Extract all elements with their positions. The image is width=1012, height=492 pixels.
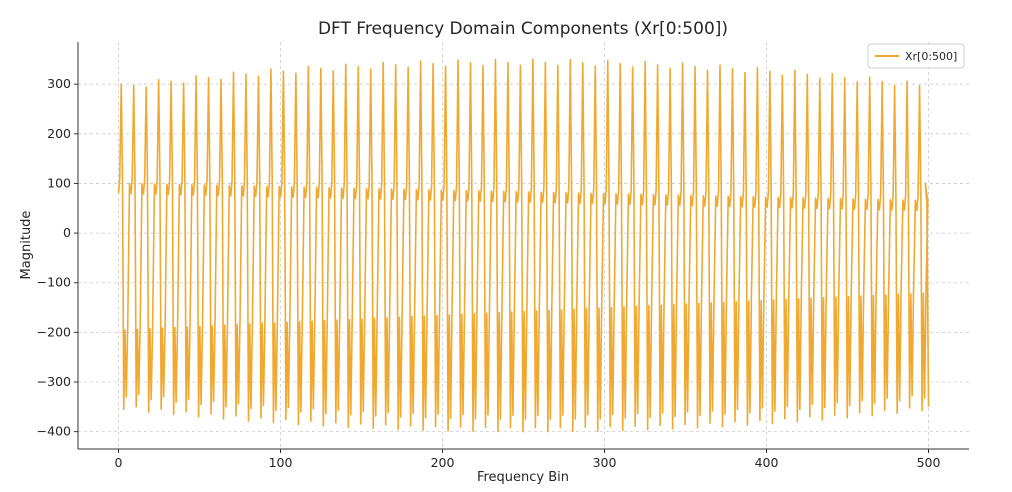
y-tick-label: −100: [37, 275, 71, 290]
series-line-xr: [117, 58, 930, 433]
y-tick-label: 200: [47, 126, 71, 141]
x-tick-label: 100: [269, 455, 293, 470]
legend-entry-xr: Xr[0:500]: [905, 50, 957, 63]
legend-box: [867, 43, 965, 69]
x-axis-label: Frequency Bin: [477, 470, 569, 485]
y-tick-label: −400: [37, 424, 71, 439]
y-tick-label: 300: [47, 76, 71, 91]
y-tick-label: 100: [47, 175, 71, 190]
series-layer: [117, 58, 930, 433]
y-tick-label: −200: [37, 324, 71, 339]
chart-title: DFT Frequency Domain Components (Xr[0:50…: [318, 19, 728, 39]
y-axis-label: Magnitude: [19, 211, 34, 280]
x-tick-label: 0: [115, 455, 123, 470]
ticks-layer: 0 100 200 300 400 500 −400 −300 −200 −100 0 100 200 3…: [37, 76, 941, 470]
x-tick-label: 400: [755, 455, 779, 470]
y-tick-label: −300: [37, 374, 71, 389]
axes-layer: [77, 42, 969, 450]
y-tick-label: 0: [63, 225, 71, 240]
x-tick-label: 300: [593, 455, 617, 470]
x-tick-label: 200: [431, 455, 455, 470]
x-tick-label: 500: [917, 455, 941, 470]
legend: Xr[0:500]: [867, 43, 965, 69]
